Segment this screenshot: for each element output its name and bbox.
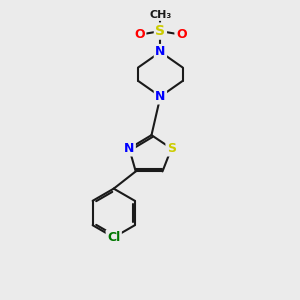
Text: N: N	[155, 90, 166, 103]
Text: N: N	[155, 45, 166, 58]
Text: O: O	[134, 28, 145, 41]
Text: O: O	[176, 28, 187, 41]
Text: S: S	[167, 142, 176, 155]
Text: S: S	[155, 24, 165, 38]
Text: Cl: Cl	[107, 231, 120, 244]
Text: CH₃: CH₃	[149, 10, 172, 20]
Text: N: N	[124, 142, 134, 155]
